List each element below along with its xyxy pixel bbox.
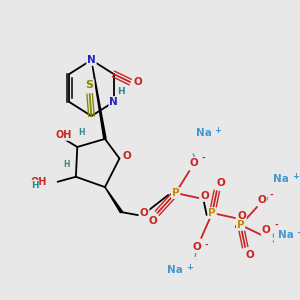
Text: Na: Na	[274, 174, 290, 184]
Text: +: +	[296, 228, 300, 237]
Text: O: O	[237, 211, 246, 221]
Polygon shape	[92, 60, 106, 139]
Text: N: N	[109, 97, 118, 107]
Text: S: S	[85, 80, 94, 90]
Text: O: O	[200, 191, 209, 201]
Text: P: P	[172, 188, 179, 198]
Text: N: N	[87, 55, 96, 65]
Text: H: H	[64, 160, 70, 169]
Text: O: O	[245, 250, 254, 260]
Text: O: O	[190, 158, 198, 168]
Text: O: O	[122, 152, 131, 161]
Text: O: O	[217, 178, 226, 188]
Text: O: O	[262, 225, 271, 235]
Text: O: O	[148, 216, 157, 226]
Text: P: P	[208, 208, 216, 218]
Text: -: -	[270, 191, 274, 200]
Text: +: +	[214, 126, 221, 135]
Text: OH: OH	[30, 177, 46, 187]
Text: OH: OH	[56, 130, 72, 140]
Text: O: O	[192, 242, 201, 252]
Text: O: O	[140, 208, 149, 218]
Text: H: H	[31, 181, 39, 190]
Text: -: -	[205, 241, 208, 250]
Text: O: O	[257, 195, 266, 205]
Text: -: -	[274, 221, 278, 230]
Text: -: -	[201, 154, 205, 163]
Text: H: H	[79, 128, 85, 137]
Text: P: P	[237, 220, 244, 230]
Text: Na: Na	[278, 230, 294, 240]
Text: Na: Na	[167, 265, 183, 275]
Polygon shape	[105, 187, 122, 213]
Text: +: +	[292, 172, 299, 181]
Text: H: H	[117, 88, 125, 97]
Text: +: +	[186, 263, 193, 272]
Text: Na: Na	[196, 128, 211, 138]
Text: O: O	[133, 77, 142, 87]
